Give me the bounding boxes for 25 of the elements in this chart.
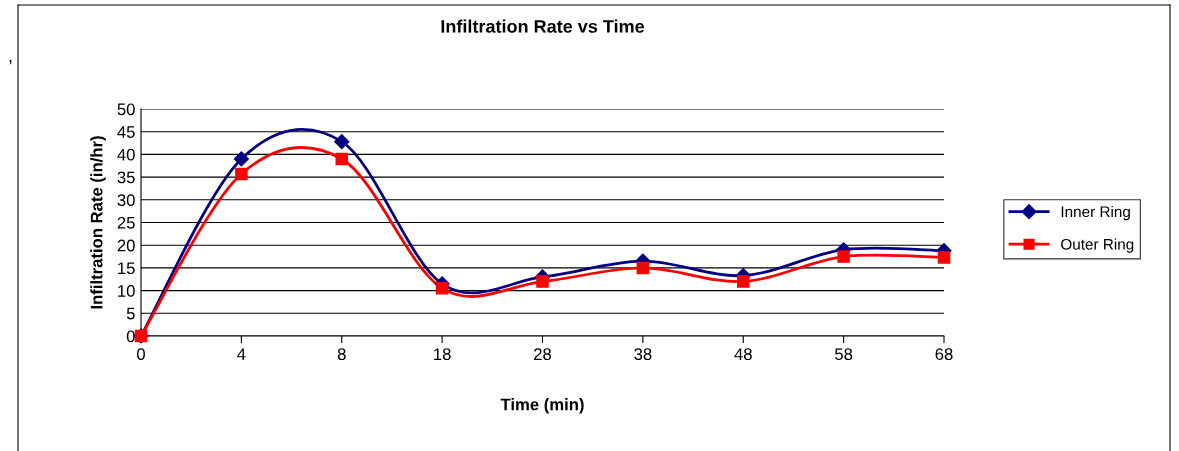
- y-tick-label: 10: [118, 285, 135, 297]
- y-tick-label: 40: [117, 148, 135, 161]
- legend-label: Outer Ring: [1061, 238, 1134, 253]
- y-tick-label: 50: [117, 103, 135, 116]
- y-tick-label: 5: [126, 307, 135, 320]
- x-tick-label: 68: [935, 348, 953, 361]
- x-tick-label: 0: [137, 348, 145, 361]
- text: ,: [9, 60, 12, 65]
- y-tick-label: 15: [118, 262, 135, 275]
- x-tick-label: 8: [337, 348, 346, 361]
- y-axis-title: Infiltration Rate (in/hr): [90, 136, 106, 309]
- x-tick-label: 18: [434, 348, 451, 361]
- x-tick-label: 28: [534, 348, 552, 361]
- chart-title: Infiltration Rate vs Time: [441, 19, 645, 33]
- y-tick-label: 20: [117, 239, 135, 252]
- x-axis-title: Time (min): [500, 398, 584, 414]
- y-tick-label: 35: [117, 171, 135, 184]
- y-tick-label: 45: [117, 126, 135, 138]
- x-tick-label: 4: [237, 348, 246, 360]
- x-tick-label: 48: [734, 348, 752, 361]
- x-tick-label: 38: [634, 348, 652, 361]
- legend-label: Inner Ring: [1061, 205, 1130, 221]
- y-tick-label: 25: [117, 216, 135, 229]
- x-tick-label: 58: [835, 348, 853, 361]
- y-tick-label: 30: [117, 194, 135, 206]
